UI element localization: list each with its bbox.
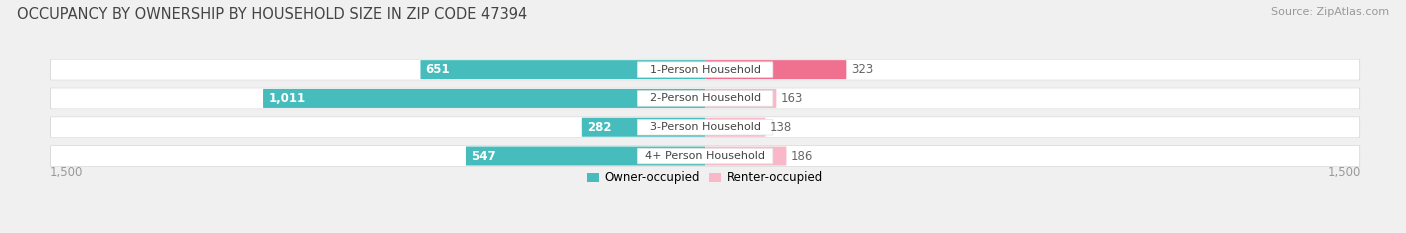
FancyBboxPatch shape [637,62,773,77]
Text: 282: 282 [588,121,612,134]
Text: 1,500: 1,500 [1327,166,1361,179]
FancyBboxPatch shape [51,117,1360,137]
Legend: Owner-occupied, Renter-occupied: Owner-occupied, Renter-occupied [586,171,824,184]
FancyBboxPatch shape [51,88,1360,109]
FancyBboxPatch shape [51,145,1360,167]
FancyBboxPatch shape [263,89,706,108]
FancyBboxPatch shape [637,91,773,106]
Text: 2-Person Household: 2-Person Household [650,93,761,103]
Text: 3-Person Household: 3-Person Household [650,122,761,132]
Text: 1-Person Household: 1-Person Household [650,65,761,75]
Text: Source: ZipAtlas.com: Source: ZipAtlas.com [1271,7,1389,17]
FancyBboxPatch shape [51,59,1360,80]
FancyBboxPatch shape [465,147,706,165]
FancyBboxPatch shape [582,118,706,137]
FancyBboxPatch shape [51,60,1360,80]
FancyBboxPatch shape [706,118,765,137]
FancyBboxPatch shape [51,88,1360,109]
Text: 651: 651 [426,63,450,76]
Text: 4+ Person Household: 4+ Person Household [645,151,765,161]
Text: 547: 547 [471,150,496,163]
Text: OCCUPANCY BY OWNERSHIP BY HOUSEHOLD SIZE IN ZIP CODE 47394: OCCUPANCY BY OWNERSHIP BY HOUSEHOLD SIZE… [17,7,527,22]
Text: 1,500: 1,500 [49,166,83,179]
Text: 138: 138 [770,121,792,134]
Text: 186: 186 [790,150,813,163]
FancyBboxPatch shape [706,60,846,79]
FancyBboxPatch shape [51,116,1360,138]
Text: 323: 323 [851,63,873,76]
FancyBboxPatch shape [637,120,773,135]
Text: 163: 163 [780,92,803,105]
FancyBboxPatch shape [706,89,776,108]
FancyBboxPatch shape [51,146,1360,166]
Text: 1,011: 1,011 [269,92,305,105]
FancyBboxPatch shape [420,60,706,79]
FancyBboxPatch shape [706,147,786,165]
FancyBboxPatch shape [637,148,773,164]
